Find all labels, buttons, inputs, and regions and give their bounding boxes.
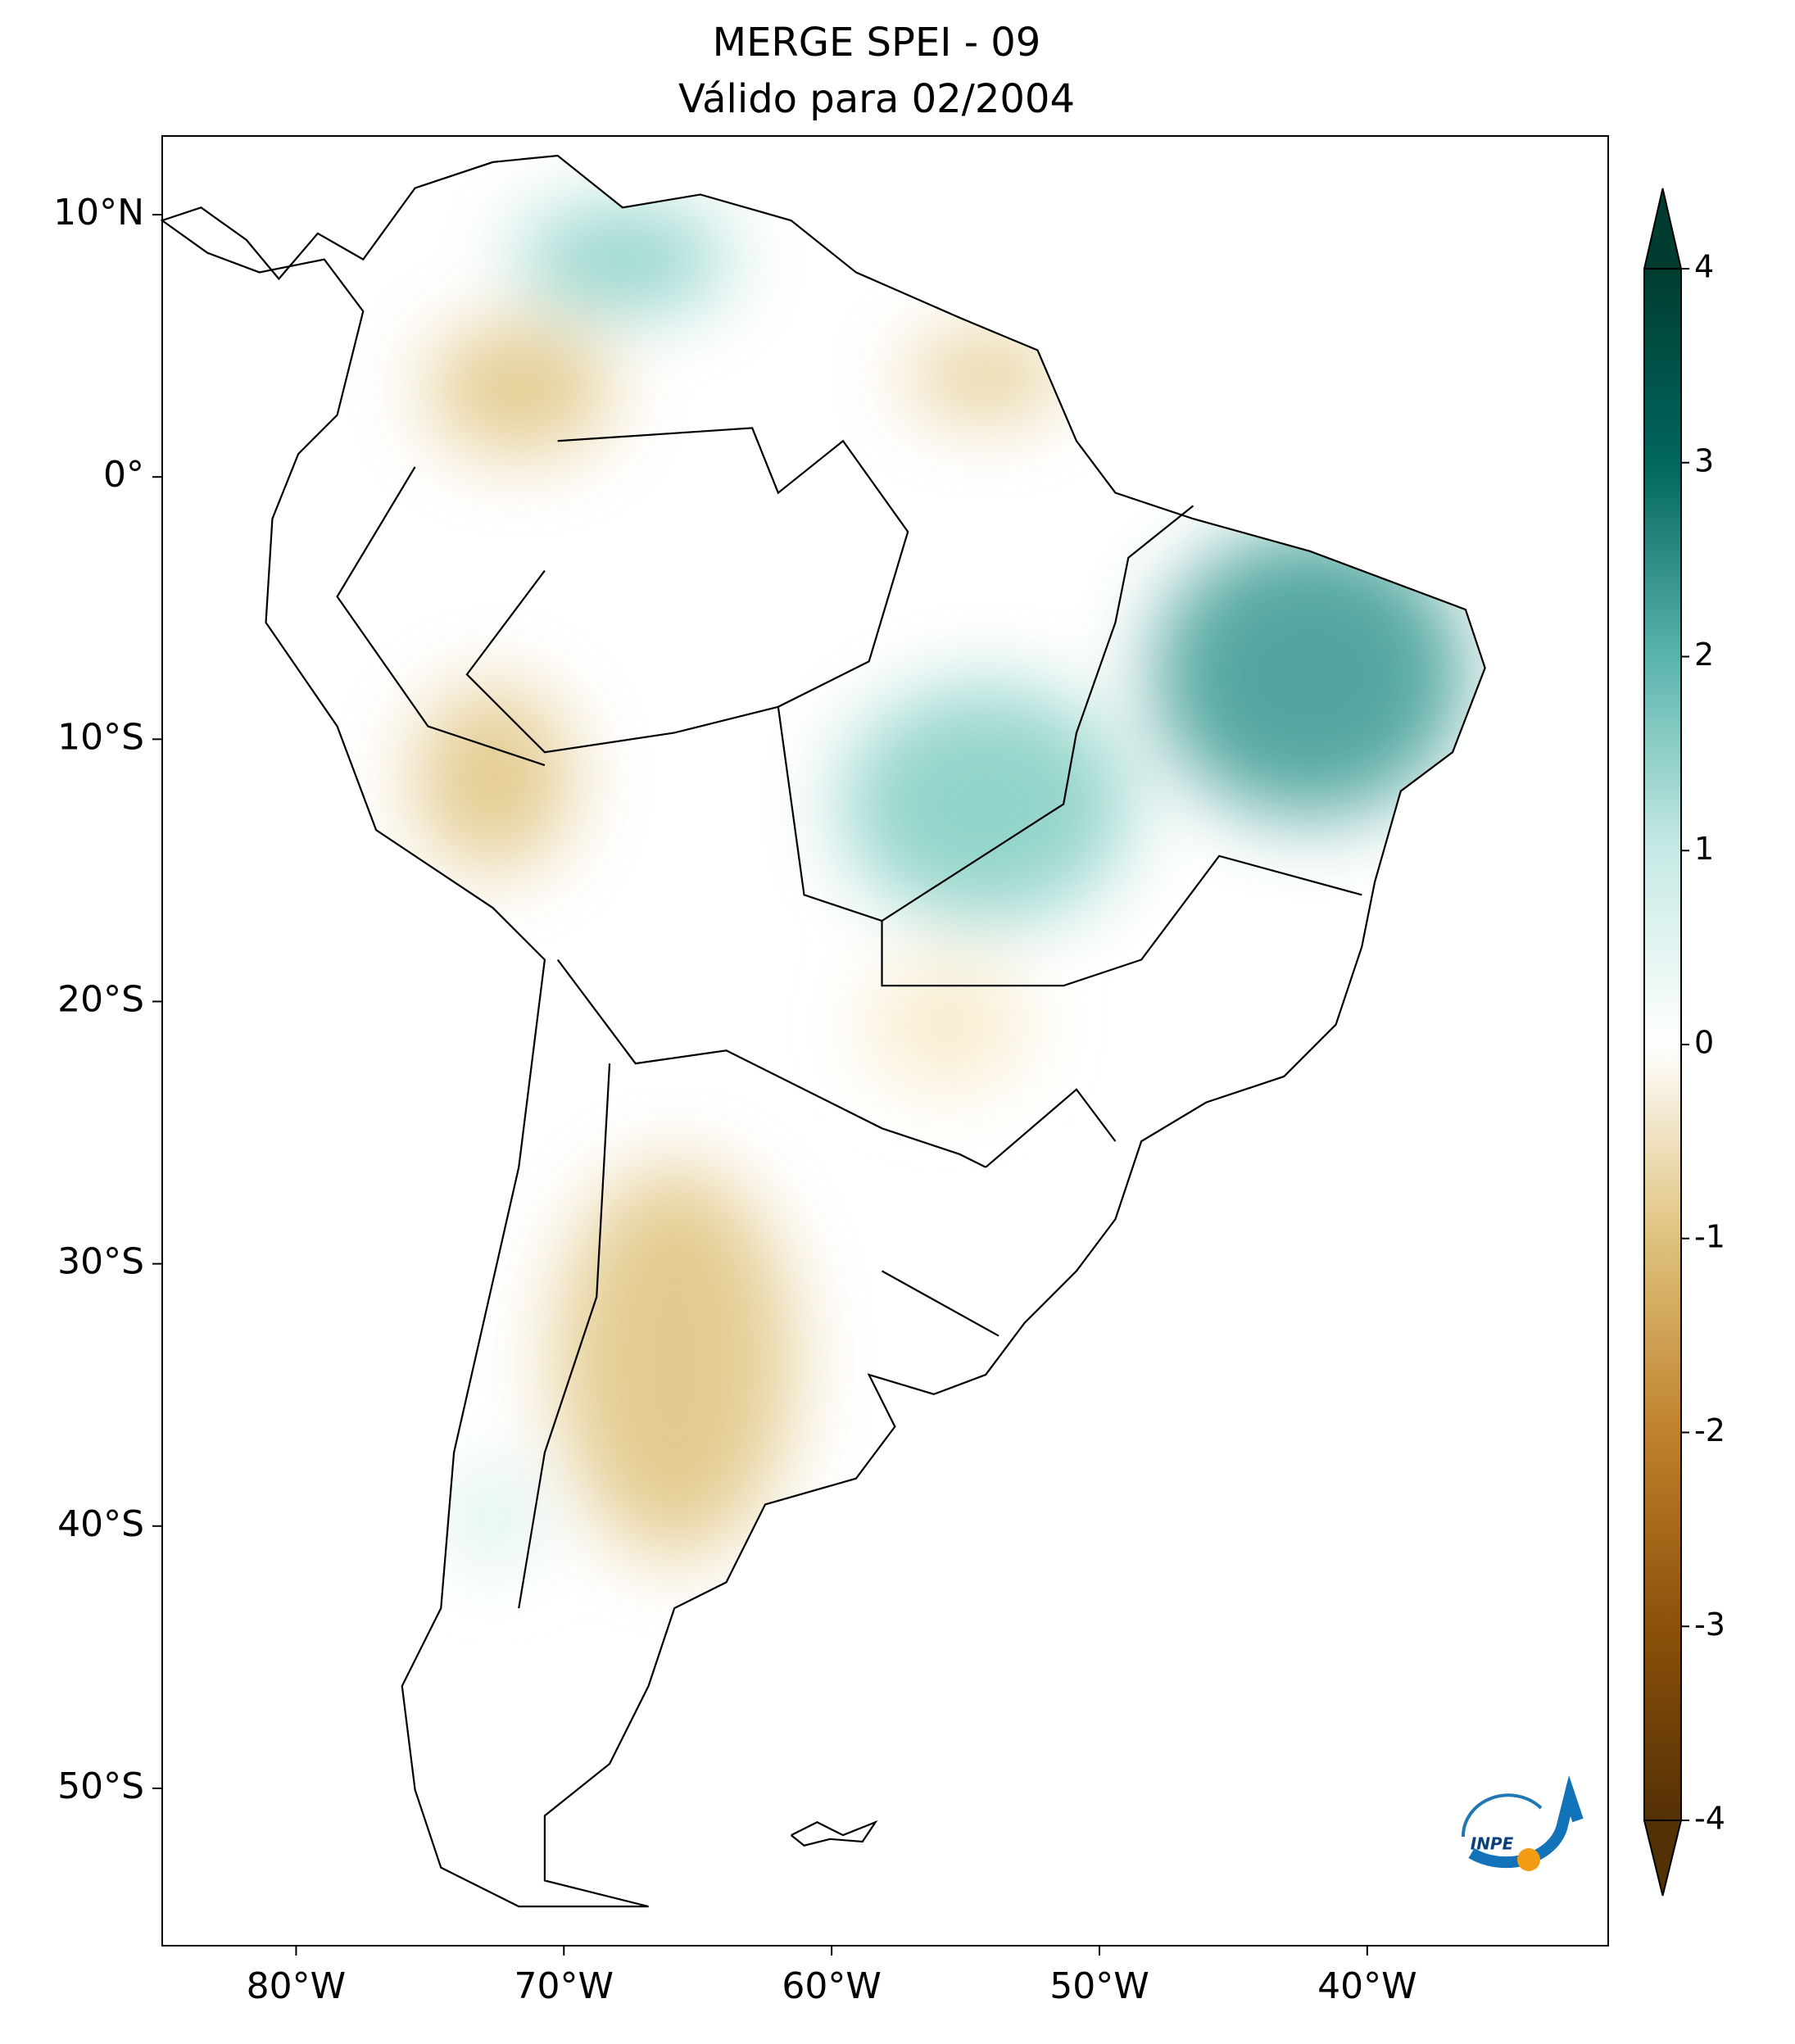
colorbar-tick-label: -2 (1694, 1412, 1725, 1448)
y-tick-label: 20°S (57, 978, 144, 1020)
x-tick-label: 70°W (514, 1965, 614, 2007)
y-tick-label: 0° (103, 454, 144, 496)
colorbar-tick-label: -1 (1694, 1218, 1725, 1254)
colorbar-tick-label: 4 (1694, 249, 1714, 285)
x-tick-label: 50°W (1049, 1965, 1149, 2007)
x-tick-label: 80°W (247, 1965, 347, 2007)
y-tick-label: 50°S (57, 1765, 144, 1807)
colorbar-tick-label: -3 (1694, 1607, 1725, 1643)
logo-text: INPE (1471, 1834, 1514, 1854)
spei-field (415, 207, 1466, 1570)
colorbar-tick-label: 2 (1694, 637, 1714, 673)
colorbar-tick-label: 3 (1694, 442, 1714, 478)
map-subtitle: Válido para 02/2004 (678, 76, 1075, 122)
colorbar-extend-min (1643, 1820, 1683, 1897)
y-tick-label: 10°N (53, 192, 144, 233)
y-tick-label: 30°S (57, 1241, 144, 1283)
coastline (160, 154, 1486, 1908)
colorbar-tick-label: 0 (1694, 1025, 1714, 1061)
inpe-logo: INPE (1461, 1774, 1584, 1871)
map-frame (161, 135, 1609, 1947)
y-tick-label: 40°S (57, 1503, 144, 1545)
colorbar (1643, 268, 1682, 1821)
y-tick-label: 10°S (57, 716, 144, 758)
map-title: MERGE SPEI - 09 (713, 20, 1041, 66)
x-tick-label: 40°W (1317, 1965, 1417, 2007)
colorbar-tick-label: -4 (1694, 1801, 1725, 1837)
colorbar-tick-label: 1 (1694, 831, 1714, 867)
colorbar-extend-max (1643, 188, 1683, 270)
x-tick-label: 60°W (782, 1965, 882, 2007)
